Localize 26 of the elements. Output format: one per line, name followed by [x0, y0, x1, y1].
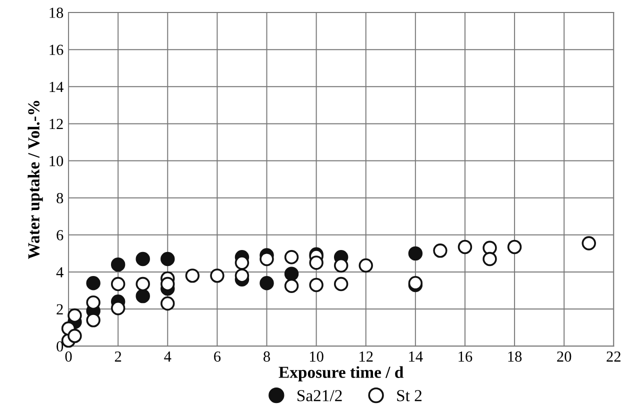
x-tick-label: 4 — [164, 352, 172, 362]
y-tick-label: 12 — [50, 118, 63, 130]
y-tick-label: 0 — [56, 341, 64, 352]
y-tick-label: 2 — [56, 304, 63, 314]
x-tick-label: 20 — [557, 351, 572, 362]
y-tick-label: 10 — [50, 156, 64, 166]
legend-label: Sa21/2 — [298, 390, 342, 402]
x-tick-label: 18 — [508, 351, 522, 362]
y-axis-title: Water uptake / Vol.-% — [28, 100, 43, 260]
x-tick-label: 0 — [65, 351, 72, 362]
x-tick-label: 12 — [360, 351, 373, 362]
x-tick-label: 14 — [409, 351, 423, 362]
y-tick-label: 6 — [56, 230, 64, 240]
x-axis-title: Exposure time / d — [278, 366, 404, 382]
y-tick-label: 4 — [56, 267, 64, 278]
x-tick-label: 22 — [606, 351, 620, 362]
x-tick-label: 8 — [264, 351, 270, 362]
x-tick-label: 6 — [214, 351, 221, 362]
x-tick-label: 16 — [458, 351, 472, 362]
x-tick-label: 10 — [310, 351, 324, 362]
y-tick-label: 8 — [56, 192, 64, 204]
y-tick-label: 18 — [50, 8, 64, 18]
y-tick-label: 16 — [50, 44, 64, 56]
x-tick-label: 2 — [114, 351, 122, 362]
y-tick-label: 14 — [50, 82, 64, 92]
legend-label: St 2 — [397, 390, 422, 402]
